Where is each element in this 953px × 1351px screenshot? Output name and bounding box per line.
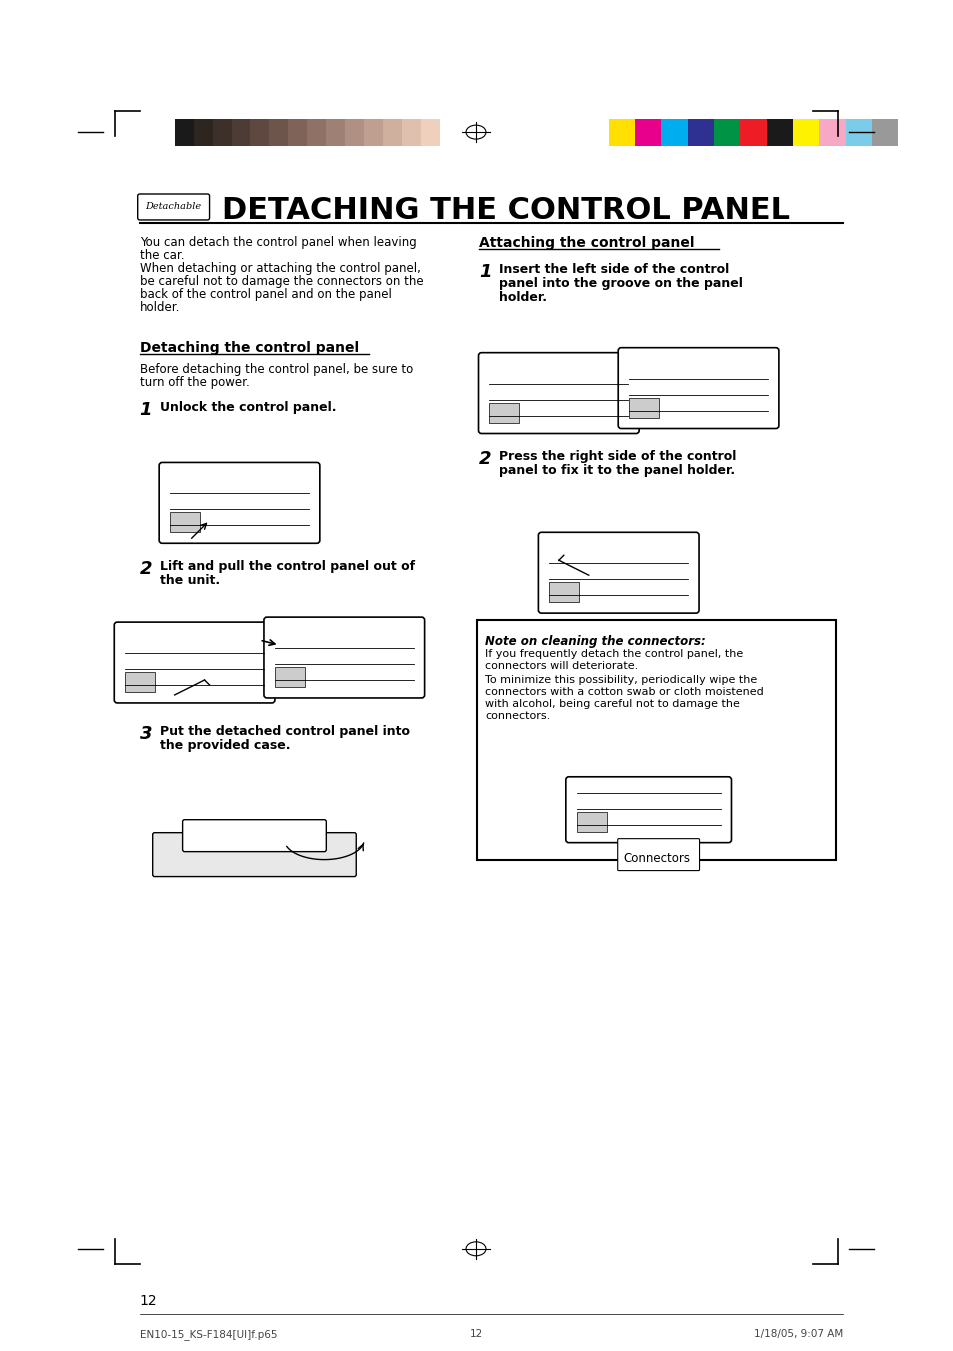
Bar [489,403,518,423]
Bar [125,671,155,692]
Text: connectors will deteriorate.: connectors will deteriorate. [484,661,638,671]
Bar [635,119,660,146]
Bar [844,119,871,146]
Text: 1: 1 [478,263,491,281]
Bar [213,119,232,146]
FancyBboxPatch shape [476,620,836,859]
Bar [170,512,200,532]
Text: Attaching the control panel: Attaching the control panel [478,236,694,250]
FancyBboxPatch shape [478,353,639,434]
Bar [740,119,766,146]
Bar [687,119,713,146]
Text: Unlock the control panel.: Unlock the control panel. [159,400,335,413]
Bar [629,397,659,417]
Bar [383,119,402,146]
Text: the provided case.: the provided case. [159,739,290,753]
Text: When detaching or attaching the control panel,: When detaching or attaching the control … [139,262,420,274]
Bar [713,119,740,146]
FancyBboxPatch shape [182,820,326,851]
Bar [766,119,792,146]
FancyBboxPatch shape [114,621,274,703]
Text: 1/18/05, 9:07 AM: 1/18/05, 9:07 AM [753,1328,842,1339]
Text: DETACHING THE CONTROL PANEL: DETACHING THE CONTROL PANEL [221,196,789,226]
Text: Press the right side of the control: Press the right side of the control [498,450,736,463]
Bar [274,667,305,686]
Bar [549,582,578,603]
Bar [577,812,606,832]
Text: panel to fix it to the panel holder.: panel to fix it to the panel holder. [498,465,735,477]
Bar [251,119,269,146]
Bar [174,119,193,146]
FancyBboxPatch shape [618,839,699,870]
Text: Lift and pull the control panel out of: Lift and pull the control panel out of [159,561,415,573]
Text: 1: 1 [139,400,152,419]
Text: Detaching the control panel: Detaching the control panel [139,340,358,355]
Text: If you frequently detach the control panel, the: If you frequently detach the control pan… [484,648,742,659]
Bar [232,119,251,146]
Bar [345,119,364,146]
Text: the car.: the car. [139,249,184,262]
Bar [439,119,458,146]
Text: panel into the groove on the panel: panel into the groove on the panel [498,277,742,290]
Text: back of the control panel and on the panel: back of the control panel and on the pan… [139,288,391,301]
Text: EN10-15_KS-F184[UI]f.p65: EN10-15_KS-F184[UI]f.p65 [139,1328,277,1340]
Bar [792,119,819,146]
Bar [193,119,213,146]
Text: holder.: holder. [139,301,180,313]
Bar [871,119,897,146]
Text: Insert the left side of the control: Insert the left side of the control [498,263,728,276]
Text: with alcohol, being careful not to damage the: with alcohol, being careful not to damag… [484,698,740,709]
Text: 3: 3 [139,725,152,743]
Bar [819,119,844,146]
Text: be careful not to damage the connectors on the: be careful not to damage the connectors … [139,274,423,288]
FancyBboxPatch shape [152,832,355,877]
Text: connectors with a cotton swab or cloth moistened: connectors with a cotton swab or cloth m… [484,686,763,697]
FancyBboxPatch shape [264,617,424,698]
Bar [420,119,439,146]
FancyBboxPatch shape [159,462,319,543]
Bar [326,119,345,146]
Bar [307,119,326,146]
Bar [364,119,383,146]
Bar [660,119,687,146]
Bar [288,119,307,146]
Text: To minimize this possibility, periodically wipe the: To minimize this possibility, periodical… [484,676,757,685]
Text: Put the detached control panel into: Put the detached control panel into [159,725,409,738]
Text: 2: 2 [139,561,152,578]
FancyBboxPatch shape [137,195,210,220]
Bar [402,119,420,146]
Text: turn off the power.: turn off the power. [139,376,249,389]
Text: Detachable: Detachable [146,203,201,212]
Text: 2: 2 [478,450,491,469]
Text: the unit.: the unit. [159,574,219,588]
Text: You can detach the control panel when leaving: You can detach the control panel when le… [139,236,416,249]
Text: holder.: holder. [498,290,546,304]
Text: 12: 12 [139,1294,157,1308]
Text: Note on cleaning the connectors:: Note on cleaning the connectors: [484,635,705,648]
Text: Connectors: Connectors [623,851,690,865]
FancyBboxPatch shape [537,532,699,613]
Text: 12: 12 [469,1328,482,1339]
Text: connectors.: connectors. [484,711,550,721]
FancyBboxPatch shape [618,347,778,428]
Bar [608,119,635,146]
Text: Before detaching the control panel, be sure to: Before detaching the control panel, be s… [139,362,413,376]
Bar [269,119,288,146]
FancyBboxPatch shape [565,777,731,843]
